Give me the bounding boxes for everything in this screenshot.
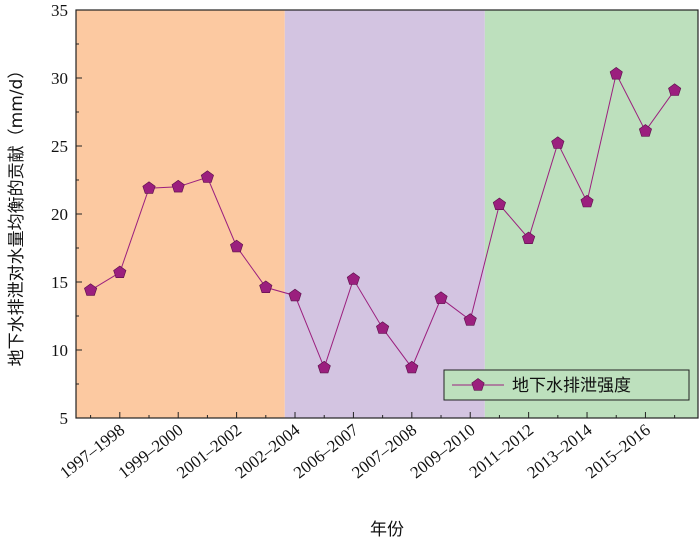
- data-point: [492, 197, 506, 210]
- data-point: [259, 280, 273, 294]
- x-tick-label: 2015–2016: [582, 420, 654, 482]
- series-layer: [84, 67, 682, 374]
- data-point: [522, 231, 536, 244]
- y-tick-label: 10: [51, 341, 68, 360]
- data-point: [346, 272, 360, 285]
- data-point: [376, 321, 390, 334]
- x-axis-title: 年份: [370, 520, 404, 540]
- legend-marker: [471, 378, 485, 391]
- data-point: [84, 283, 98, 296]
- x-tick-label: 2009–2010: [407, 420, 479, 482]
- y-tick-label: 20: [51, 205, 68, 224]
- data-point: [113, 265, 127, 279]
- x-tick-label: 1997–1998: [56, 420, 128, 482]
- data-point: [609, 67, 623, 80]
- y-tick-label: 5: [60, 409, 69, 428]
- legend-label: 地下水排泄强度: [512, 376, 631, 396]
- data-point: [200, 170, 214, 183]
- background-band-1: [76, 10, 285, 418]
- x-axis-ticks: 1997–19981999–20002001–20022002–20042006…: [56, 412, 676, 482]
- data-point: [551, 136, 565, 149]
- y-axis-title: 地下水排泄对水量均衡的贡献（mm/d）: [7, 62, 27, 367]
- plot-frame: [75, 9, 699, 419]
- data-point: [668, 83, 682, 96]
- background-band-2: [284, 10, 485, 418]
- data-point: [434, 291, 448, 304]
- x-tick-label: 2007–2008: [348, 420, 420, 482]
- data-point: [405, 360, 419, 374]
- x-tick-label: 2013–2014: [524, 420, 596, 482]
- data-point: [463, 313, 477, 326]
- data-point: [288, 288, 302, 302]
- y-tick-label: 35: [51, 1, 68, 20]
- data-point: [317, 360, 331, 374]
- data-point: [580, 194, 594, 208]
- background-band-3: [484, 10, 698, 418]
- x-tick-label: 2011–2012: [466, 420, 537, 482]
- y-tick-label: 15: [51, 273, 68, 292]
- x-tick-label: 2001–2002: [173, 420, 245, 482]
- background-bands: [76, 10, 698, 418]
- y-tick-label: 30: [51, 69, 68, 88]
- data-point: [230, 239, 244, 253]
- y-tick-label: 25: [51, 137, 68, 156]
- legend: 地下水排泄强度: [443, 369, 690, 401]
- x-tick-label: 1999–2000: [115, 420, 187, 482]
- y-axis-ticks: 5 10 15 20 25 30 35: [51, 1, 82, 428]
- data-point: [171, 179, 185, 193]
- x-tick-label: 2006–2007: [290, 420, 362, 482]
- data-point: [142, 181, 156, 194]
- data-point: [638, 124, 652, 137]
- x-tick-label: 2002–2004: [231, 420, 303, 482]
